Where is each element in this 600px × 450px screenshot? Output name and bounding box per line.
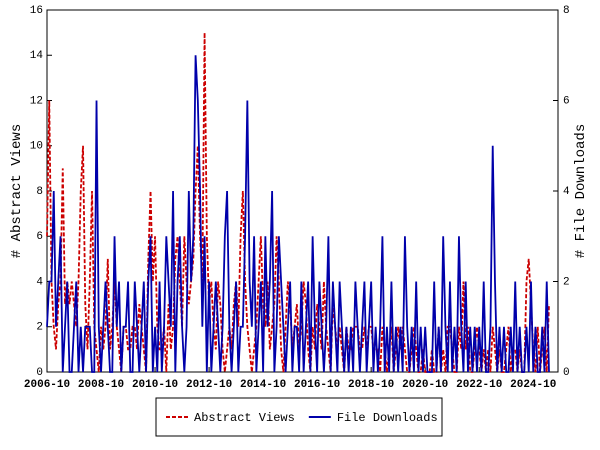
y-tick-label: 10	[30, 141, 43, 153]
x-tick-label: 2022-10	[456, 379, 502, 391]
y2-tick-label: 2	[563, 276, 570, 288]
x-tick-label: 2012-10	[186, 379, 232, 391]
y-tick-label: 6	[36, 231, 43, 243]
x-tick-label: 2008-10	[78, 379, 124, 391]
x-tick-label: 2024-10	[510, 379, 556, 391]
y-tick-label: 8	[36, 186, 43, 198]
y-tick-label: 12	[30, 95, 43, 107]
legend-label: Abstract Views	[194, 411, 295, 425]
y-axis-label: # Abstract Views	[9, 124, 25, 258]
y-tick-label: 2	[36, 322, 43, 334]
x-tick-label: 2006-10	[24, 379, 70, 391]
y2-tick-label: 8	[563, 5, 570, 17]
y2-axis-label: # File Downloads	[573, 124, 589, 258]
x-tick-label: 2016-10	[294, 379, 340, 391]
y2-tick-label: 4	[563, 186, 570, 198]
x-tick-label: 2018-10	[348, 379, 394, 391]
series-line	[46, 32, 550, 373]
x-tick-label: 2014-10	[240, 379, 286, 391]
y-tick-label: 4	[36, 276, 43, 288]
y-tick-label: 0	[36, 367, 43, 379]
y2-tick-label: 0	[563, 367, 570, 379]
x-tick-label: 2020-10	[402, 379, 448, 391]
y2-tick-label: 6	[563, 95, 570, 107]
x-tick-label: 2010-10	[132, 379, 178, 391]
legend-box	[155, 397, 443, 437]
legend-label: File Downloads	[337, 411, 438, 425]
y-tick-label: 14	[30, 50, 44, 62]
y-tick-label: 16	[30, 5, 43, 17]
series-line	[46, 55, 550, 373]
